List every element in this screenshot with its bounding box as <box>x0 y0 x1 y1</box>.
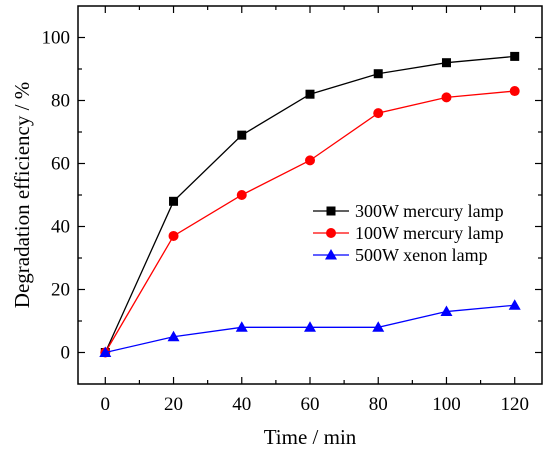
data-point <box>99 346 112 357</box>
legend-label: 100W mercury lamp <box>355 223 504 243</box>
series-triangle <box>99 299 521 357</box>
legend-marker <box>325 249 337 260</box>
x-tick-label: 20 <box>164 394 183 415</box>
x-tick-label: 40 <box>232 394 251 415</box>
x-tick-label: 120 <box>500 394 529 415</box>
data-point <box>441 92 452 103</box>
legend-entry: 100W mercury lamp <box>313 223 504 243</box>
data-point <box>372 321 385 332</box>
data-point <box>304 321 316 332</box>
x-axis-title: Time / min <box>264 425 357 449</box>
data-point <box>167 330 180 342</box>
data-point <box>168 230 179 241</box>
y-tick-label: 0 <box>61 343 71 364</box>
x-tick-label: 60 <box>301 394 320 415</box>
legend-label: 500W xenon lamp <box>355 245 488 265</box>
data-point <box>169 196 179 206</box>
y-axis-ticks: 0 20 40 60 80 100 <box>42 28 542 364</box>
series-line <box>104 90 515 353</box>
data-point <box>373 108 384 119</box>
series-layer <box>99 51 521 358</box>
data-point <box>509 86 520 97</box>
series-circle <box>100 86 520 358</box>
y-tick-label: 20 <box>51 280 70 301</box>
data-point <box>305 89 315 99</box>
x-tick-label: 100 <box>432 394 461 415</box>
y-tick-label: 80 <box>51 91 70 112</box>
legend-label: 300W mercury lamp <box>355 201 504 221</box>
data-point <box>305 155 315 166</box>
legend-entry: 300W mercury lamp <box>313 201 504 221</box>
legend-marker <box>326 228 336 238</box>
data-point <box>237 130 247 140</box>
y-axis-title: Degradation efficiency / % <box>10 82 34 308</box>
legend-entry: 500W xenon lamp <box>313 245 488 265</box>
data-point <box>373 69 383 79</box>
x-tick-label: 80 <box>369 394 388 415</box>
data-point <box>508 299 521 310</box>
legend-marker <box>326 206 336 216</box>
y-tick-label: 100 <box>42 28 71 49</box>
y-tick-label: 40 <box>51 217 70 238</box>
data-point <box>510 51 520 61</box>
data-point <box>440 305 453 317</box>
data-point <box>236 190 247 200</box>
data-point <box>235 321 248 332</box>
x-tick-label: 0 <box>101 394 111 415</box>
x-axis-ticks: 0 20 40 60 80 100 120 <box>101 6 529 415</box>
data-point <box>441 58 451 68</box>
y-tick-label: 60 <box>51 154 70 175</box>
